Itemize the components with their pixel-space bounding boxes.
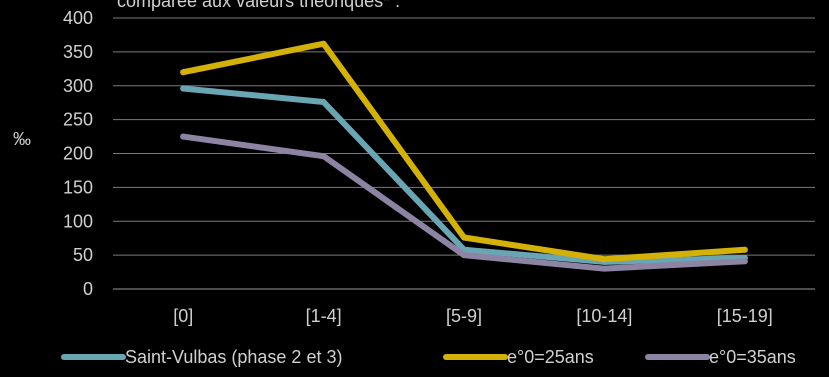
data-point — [320, 153, 327, 160]
y-tick-label: 300 — [63, 76, 93, 96]
data-point — [601, 256, 608, 263]
legend-label: Saint-Vulbas (phase 2 et 3) — [125, 347, 342, 367]
data-point — [741, 258, 748, 265]
chart-title: comparée aux valeurs théoriques* : — [117, 0, 400, 11]
data-point — [461, 252, 467, 259]
x-tick-label: [1-4] — [306, 306, 342, 326]
y-tick-label: 200 — [63, 144, 93, 164]
y-tick-label: 100 — [63, 211, 93, 231]
y-tick-label: 50 — [73, 245, 93, 265]
data-point — [180, 85, 187, 92]
data-point — [180, 69, 187, 76]
legend-label: e°0=35ans — [709, 347, 796, 367]
y-axis-label: ‰ — [13, 129, 31, 149]
series-line — [180, 40, 748, 263]
y-tick-label: 150 — [63, 177, 93, 197]
x-tick-label: [10-14] — [576, 306, 632, 326]
y-tick-label: 0 — [83, 279, 93, 299]
data-point — [461, 234, 467, 241]
data-point — [601, 265, 608, 272]
y-tick-label: 400 — [63, 8, 93, 28]
legend-label: e°0=25ans — [507, 347, 594, 367]
y-tick-label: 350 — [63, 42, 93, 62]
data-point — [320, 99, 327, 106]
data-point — [320, 40, 327, 47]
data-point — [180, 133, 187, 140]
x-tick-label: [0] — [173, 306, 193, 326]
x-tick-label: [15-19] — [717, 306, 773, 326]
x-tick-label: [5-9] — [446, 306, 482, 326]
y-tick-label: 250 — [63, 110, 93, 130]
data-point — [741, 246, 748, 253]
